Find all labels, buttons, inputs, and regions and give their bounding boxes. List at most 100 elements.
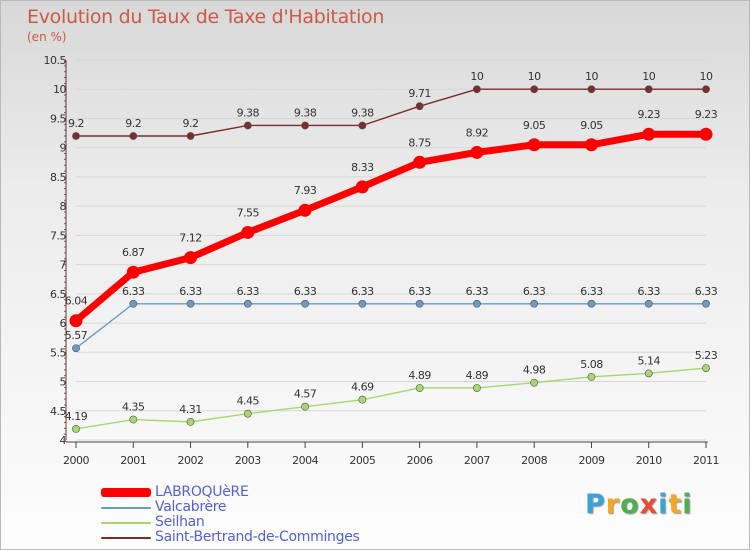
- data-point: [129, 415, 138, 424]
- data-point: [587, 372, 596, 381]
- data-point: [702, 85, 710, 94]
- x-tick-label: 2001: [120, 454, 146, 467]
- legend-swatch: [101, 506, 151, 509]
- data-label: 4.35: [122, 401, 145, 414]
- data-label: 5.57: [65, 329, 88, 342]
- data-point: [587, 299, 596, 308]
- data-point: [358, 299, 367, 308]
- data-label: 9.38: [237, 106, 260, 119]
- data-point: [355, 180, 369, 194]
- data-label: 6.87: [122, 246, 145, 259]
- data-point: [587, 85, 596, 94]
- logo-letter: t: [668, 489, 683, 520]
- data-label: 7.55: [237, 206, 260, 219]
- data-label: 4.57: [294, 388, 317, 401]
- y-tick-label: 9.5: [50, 112, 66, 125]
- data-point: [301, 121, 309, 130]
- data-label: 10: [700, 70, 713, 83]
- data-point: [184, 251, 198, 265]
- legend-label: LABROQUèRE: [155, 484, 249, 500]
- data-label: 4.89: [466, 369, 489, 382]
- data-point: [72, 344, 80, 353]
- data-point: [301, 402, 309, 411]
- data-label: 6.04: [65, 295, 88, 308]
- data-label: 5.08: [580, 358, 603, 371]
- data-point: [642, 127, 656, 141]
- proxiti-logo: Proxiti: [585, 489, 693, 520]
- data-point: [530, 85, 539, 94]
- data-point: [129, 132, 138, 140]
- legend-item: LABROQUèRE: [101, 485, 360, 500]
- data-point: [358, 395, 367, 404]
- legend-swatch: [101, 536, 151, 539]
- data-label: 6.33: [637, 285, 660, 298]
- data-label: 9.38: [294, 106, 317, 119]
- logo-letter: x: [639, 489, 659, 520]
- data-point: [358, 121, 367, 130]
- data-point: [415, 102, 424, 111]
- data-label: 9.23: [695, 108, 718, 121]
- y-tick-label: 8: [60, 200, 67, 213]
- data-point: [72, 132, 80, 140]
- data-label: 8.33: [351, 161, 374, 174]
- y-tick-label: 7: [60, 259, 67, 272]
- x-tick-label: 2009: [578, 454, 604, 467]
- x-tick-label: 2002: [178, 454, 204, 467]
- data-label: 5.23: [695, 349, 718, 362]
- data-point: [186, 299, 195, 308]
- chart-title: Evolution du Taux de Taxe d'Habitation: [27, 6, 385, 28]
- data-point: [298, 203, 312, 217]
- y-tick-label: 7.5: [50, 229, 66, 242]
- data-label: 6.33: [466, 285, 489, 298]
- data-label: 6.33: [122, 285, 145, 298]
- legend-label: Saint-Bertrand-de-Comminges: [155, 529, 360, 545]
- legend-label: Valcabrère: [155, 499, 227, 515]
- y-tick-label: 9: [60, 142, 67, 155]
- data-point: [530, 378, 539, 387]
- data-label: 6.33: [351, 285, 374, 298]
- data-label: 6.33: [237, 285, 260, 298]
- data-point: [527, 138, 541, 152]
- series-line: [75, 367, 707, 430]
- grid-layer: [76, 59, 706, 441]
- logo-letter: P: [585, 489, 606, 520]
- data-label: 10: [470, 70, 483, 83]
- data-label: 6.33: [294, 285, 317, 298]
- data-label-layer: 6.04 6.87 7.12 7.55 7.93 8.33 8.75 8.92 9.05 9.05…: [65, 70, 718, 423]
- x-tick-label: 2003: [235, 454, 261, 467]
- data-point: [473, 85, 481, 94]
- data-point: [72, 424, 80, 433]
- data-label: 6.33: [523, 285, 546, 298]
- data-label: 8.75: [408, 136, 431, 149]
- legend-swatch: [101, 488, 151, 497]
- y-tick-label: 8.5: [50, 171, 66, 184]
- data-point: [473, 299, 481, 308]
- data-point: [243, 409, 252, 418]
- y-tick-label: 6.5: [50, 288, 66, 301]
- data-point: [69, 314, 83, 328]
- data-label: 5.14: [637, 354, 660, 367]
- x-tick-label: 2000: [63, 454, 89, 467]
- x-tick-label: 2008: [521, 454, 547, 467]
- data-point: [530, 299, 539, 308]
- series-line: [72, 130, 710, 325]
- data-label: 7.93: [294, 184, 317, 197]
- data-label: 4.19: [65, 410, 88, 423]
- data-point: [470, 145, 484, 159]
- data-point: [644, 85, 653, 94]
- data-point: [702, 299, 710, 308]
- logo-letter: o: [620, 489, 640, 520]
- x-tick-label: 2006: [407, 454, 433, 467]
- data-label: 6.33: [179, 285, 202, 298]
- data-label: 4.69: [351, 381, 374, 394]
- data-point: [301, 299, 309, 308]
- series-line: [75, 88, 707, 137]
- series-line: [75, 303, 707, 349]
- y-tick-label: 4: [60, 434, 67, 447]
- data-label: 6.33: [408, 285, 431, 298]
- data-point: [413, 155, 427, 169]
- x-tick-label: 2007: [464, 454, 490, 467]
- data-point: [243, 299, 252, 308]
- axis-layer: 4 4.5 5 5.5 6 6.5 7 7.5 8 8.5 9 9.5 10 10.5 2000 2001 20…: [44, 54, 720, 467]
